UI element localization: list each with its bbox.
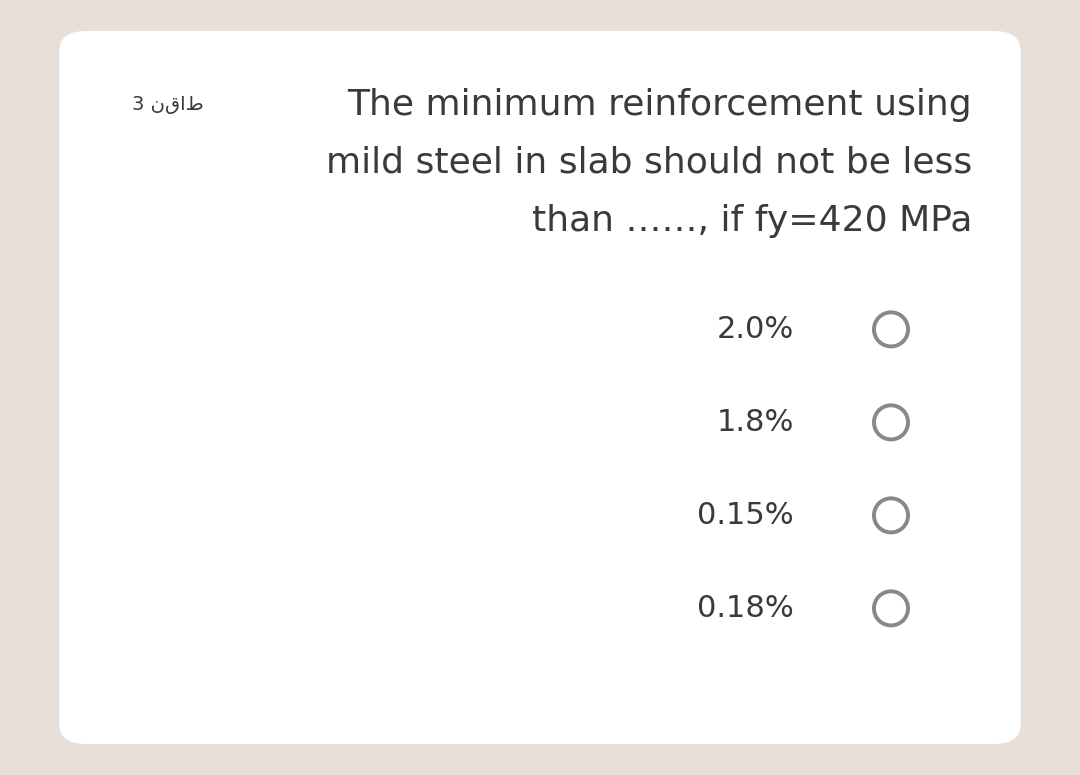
Text: The minimum reinforcement using: The minimum reinforcement using (348, 88, 972, 122)
FancyBboxPatch shape (59, 31, 1021, 744)
Text: 0.15%: 0.15% (698, 501, 794, 530)
Ellipse shape (874, 312, 908, 346)
Text: 0.18%: 0.18% (697, 594, 794, 623)
Text: 2.0%: 2.0% (716, 315, 794, 344)
Text: than ……, if fy=420 MPa: than ……, if fy=420 MPa (531, 204, 972, 238)
Ellipse shape (874, 498, 908, 532)
Ellipse shape (874, 591, 908, 625)
Text: 3 نقاط: 3 نقاط (132, 95, 203, 114)
Text: 1.8%: 1.8% (716, 408, 794, 437)
Text: mild steel in slab should not be less: mild steel in slab should not be less (326, 146, 972, 180)
Ellipse shape (874, 405, 908, 439)
